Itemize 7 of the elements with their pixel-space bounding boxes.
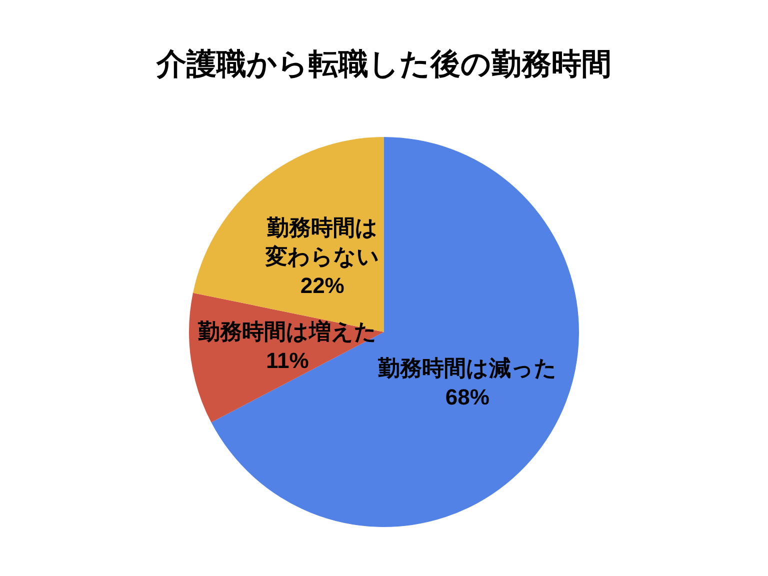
value-label: 68% xyxy=(445,384,490,410)
category-label: 勤務時間は減った xyxy=(378,356,557,381)
value-label: 22% xyxy=(300,273,344,298)
title: 介護職から転職した後の勤務時間 xyxy=(156,48,612,81)
category-label: 勤務時間は増えた xyxy=(198,318,377,344)
category-label: 勤務時間は変わらない xyxy=(265,215,380,270)
value-label: 11% xyxy=(266,348,309,373)
